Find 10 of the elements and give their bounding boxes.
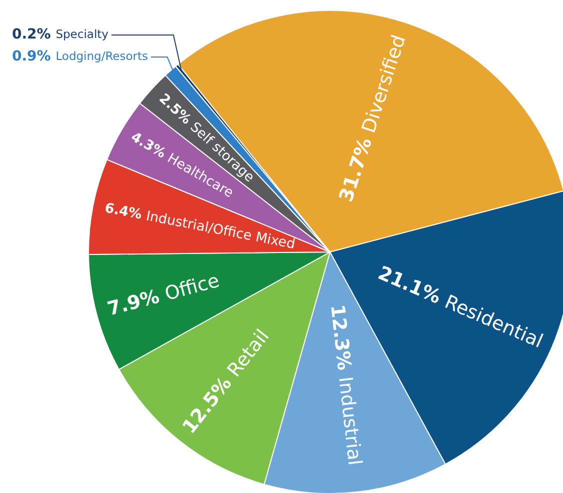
slice-label: Industrial bbox=[334, 376, 366, 466]
slice-label: Specialty bbox=[56, 26, 109, 41]
data-label: 6.4% bbox=[103, 200, 144, 223]
slice-label: Office bbox=[162, 270, 222, 306]
data-label: 12.3% bbox=[326, 303, 356, 372]
data-label: 0.2% bbox=[12, 26, 51, 43]
slice-label: Lodging/Resorts bbox=[56, 48, 148, 63]
data-label: 0.9% bbox=[12, 48, 51, 65]
data-label: 7.9% bbox=[105, 286, 162, 320]
data-label: 31.7% bbox=[335, 135, 377, 205]
